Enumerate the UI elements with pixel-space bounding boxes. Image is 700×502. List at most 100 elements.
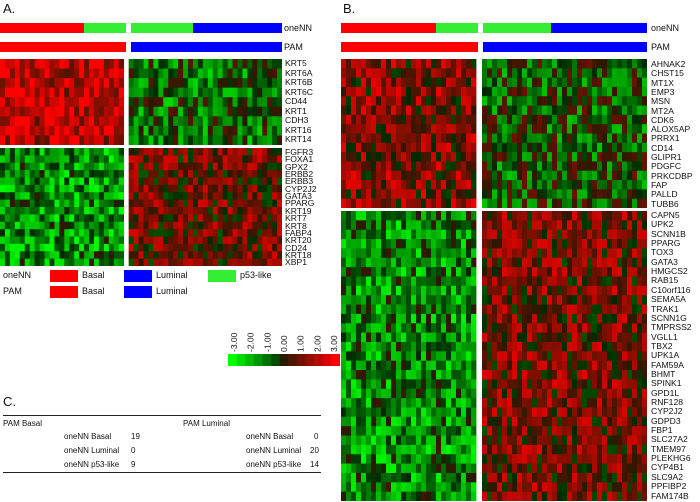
- heatmap-cell: [532, 124, 538, 134]
- heatmap-cell: [461, 220, 467, 231]
- heatmap-cell: [272, 170, 278, 178]
- heatmap-cell: [108, 116, 115, 127]
- heatmap-cell: [143, 199, 149, 208]
- heatmap-cell: [366, 86, 372, 97]
- heatmap-cell: [341, 68, 347, 79]
- heatmap-cell: [627, 351, 633, 362]
- heatmap-cell: [577, 351, 583, 362]
- heatmap-cell: [386, 142, 392, 153]
- heatmap-cell: [153, 221, 159, 230]
- heatmap-cell: [421, 180, 427, 190]
- heatmap-cell: [461, 407, 467, 418]
- heatmap-cell: [19, 251, 26, 260]
- heatmap-cell: [537, 248, 543, 259]
- heatmap-cell: [222, 125, 228, 136]
- heatmap-cell: [272, 243, 278, 252]
- heatmap-cell: [492, 388, 498, 399]
- heatmap-cell: [456, 304, 462, 315]
- heatmap-cell: [346, 161, 352, 172]
- heatmap-cell: [441, 77, 447, 88]
- heatmap-cell: [207, 192, 214, 201]
- heatmap-cell: [552, 189, 558, 200]
- heatmap-cell: [222, 192, 228, 201]
- heatmap-cell: [451, 161, 457, 172]
- heatmap-cell: [632, 323, 638, 334]
- heatmap-cell: [492, 370, 498, 380]
- heatmap-cell: [627, 211, 633, 221]
- heatmap-cell: [557, 68, 563, 79]
- heatmap-cell: [461, 444, 467, 455]
- heatmap-cell: [24, 199, 31, 208]
- gene-label: UPK2: [651, 219, 674, 230]
- heatmap-cell: [341, 435, 347, 446]
- heatmap-cell: [562, 472, 568, 483]
- heatmap-cell: [552, 482, 558, 493]
- heatmap-cell: [346, 189, 352, 200]
- heatmap-cell: [381, 472, 387, 483]
- heatmap-cell: [163, 214, 169, 223]
- heatmap-cell: [212, 148, 219, 156]
- heatmap-cell: [597, 142, 603, 153]
- heatmap-cell: [351, 239, 357, 249]
- heatmap-cell: [502, 133, 508, 144]
- heatmap-cell: [158, 135, 164, 145]
- heatmap-cell: [527, 323, 533, 334]
- heatmap-cell: [497, 304, 503, 315]
- heatmap-cell: [421, 491, 427, 501]
- heatmap-cell: [492, 407, 498, 418]
- heatmap-cell: [356, 257, 362, 268]
- table-cell-right: 14: [310, 460, 319, 469]
- heatmap-cell: [592, 285, 598, 296]
- heatmap-cell: [391, 114, 397, 125]
- heatmap-cell: [411, 463, 417, 474]
- heatmap-cell: [54, 59, 60, 69]
- heatmap-cell: [512, 189, 518, 200]
- heatmap-cell: [113, 68, 120, 79]
- heatmap-cell: [222, 184, 228, 193]
- heatmap-cell: [542, 114, 548, 125]
- heatmap-cell: [451, 304, 457, 315]
- heatmap-cell: [547, 435, 553, 446]
- heatmap-cell: [267, 135, 273, 145]
- heatmap-cell: [341, 370, 347, 380]
- heatmap-cell: [4, 106, 11, 117]
- heatmap-cell: [396, 189, 402, 200]
- heatmap-cell: [567, 463, 573, 474]
- heatmap-cell: [386, 189, 392, 200]
- heatmap-cell: [148, 68, 154, 79]
- heatmap-cell: [217, 68, 224, 79]
- heatmap-cell: [39, 221, 45, 230]
- heatmap-cell: [386, 388, 392, 399]
- heatmap-cell: [386, 332, 392, 343]
- heatmap-cell: [133, 199, 139, 208]
- heatmap-cell: [237, 125, 243, 136]
- heatmap-cell: [416, 454, 422, 464]
- heatmap-cell: [24, 243, 31, 252]
- heatmap-cell: [441, 351, 447, 362]
- heatmap-cell: [0, 68, 6, 79]
- heatmap-cell: [522, 133, 528, 144]
- heatmap-cell: [356, 351, 362, 362]
- heatmap-cell: [153, 78, 159, 89]
- heatmap-cell: [492, 351, 498, 362]
- heatmap-cell: [627, 114, 633, 125]
- heatmap-cell: [341, 341, 347, 352]
- heatmap-cell: [562, 285, 568, 296]
- heatmap-cell: [572, 323, 578, 334]
- heatmap-cell: [461, 239, 467, 249]
- heatmap-cell: [431, 239, 437, 249]
- heatmap-cell: [637, 257, 643, 268]
- heatmap-cell: [14, 199, 21, 208]
- heatmap-cell: [227, 116, 233, 127]
- heatmap-cell: [361, 198, 367, 208]
- heatmap-cell: [113, 243, 120, 252]
- heatmap-cell: [431, 68, 437, 79]
- heatmap-cell: [557, 180, 563, 190]
- heatmap-cell: [401, 360, 407, 371]
- heatmap-cell: [9, 155, 16, 164]
- heatmap-cell: [446, 341, 452, 352]
- heatmap-cell: [391, 189, 397, 200]
- heatmap-cell: [84, 162, 90, 171]
- heatmap-cell: [572, 180, 578, 190]
- heatmap-cell: [632, 257, 638, 268]
